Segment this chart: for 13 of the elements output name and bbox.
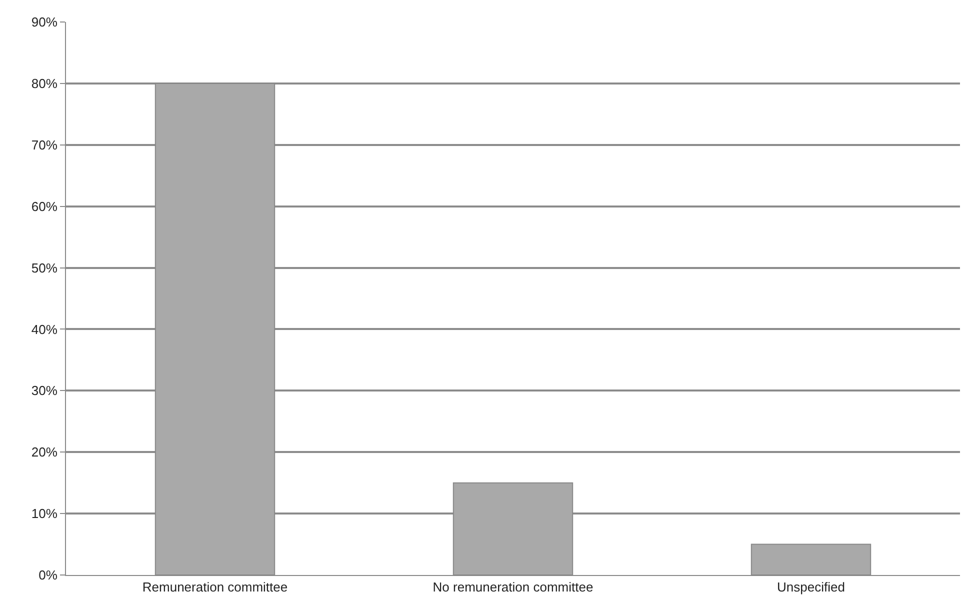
x-tick-label: Remuneration committee [142,580,288,595]
x-tick-label: Unspecified [777,580,845,595]
y-tick-label: 70% [31,137,58,152]
y-tick-label: 90% [31,14,58,30]
y-tick-label: 20% [31,444,58,460]
y-tick-label: 50% [31,260,58,276]
y-tick-label: 60% [31,198,58,214]
x-tick-label: No remuneration committee [432,580,594,595]
y-tick-label: 80% [31,76,58,91]
y-tick-label: 40% [31,322,58,337]
y-tick-label: 10% [31,506,58,522]
y-tick-label: 30% [31,383,58,398]
y-tick-label: 0% [38,568,58,583]
